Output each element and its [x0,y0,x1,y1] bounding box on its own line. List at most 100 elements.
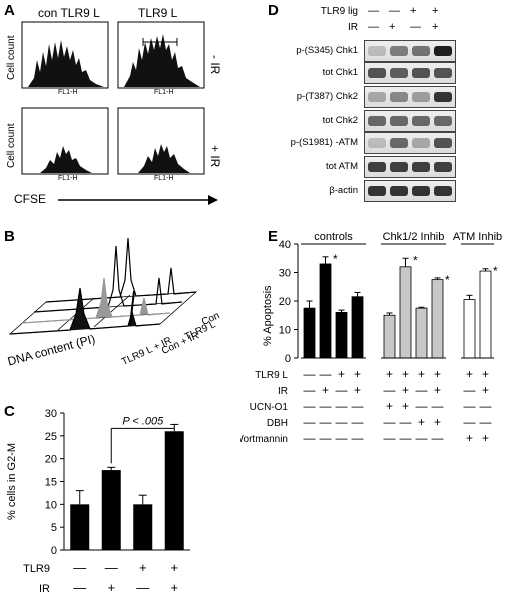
group-title: controls [314,231,353,243]
bar [431,279,444,359]
condition-mark: — [320,415,332,429]
blot-band [412,68,430,78]
blot-label: β-actin [329,185,358,196]
blot-band [368,92,386,102]
panel-a-col-title-2: TLR9 L [138,6,178,20]
y-tick-label: 25 [45,431,57,443]
condition-label: DBH [267,418,288,429]
panel-d-header-label-2: IR [348,22,358,33]
blot-band [390,162,408,172]
condition-mark: — [336,383,348,397]
chart-c-svg: 0 5 10 15 20 25 30 P < .005 TLR9 — — + + IR — + — + [23,408,190,595]
condition-label: Wortmannin [240,434,288,445]
panel-d-mark: — [410,21,421,33]
panel-b-cell-cycle-plot [8,237,198,335]
condition-mark: + [418,415,425,429]
blot-band [434,162,452,172]
peak-tlr9-ir [9,287,161,335]
condition-mark: — [384,383,396,397]
condition-mark: — [400,415,412,429]
condition-label: TLR9 L [255,370,288,381]
blot-band [368,162,386,172]
blot-band [390,92,408,102]
blot-strip [364,110,456,132]
bar [319,263,332,359]
cfse-arrowhead [208,195,218,205]
condition-mark: + [107,580,115,595]
blot-band [412,162,430,172]
condition-mark: + [434,415,441,429]
condition-mark: — [336,431,348,445]
significance-star: * [413,253,418,267]
y-tick-label: 20 [279,296,291,308]
bar [399,266,412,359]
condition-mark: — [384,415,396,429]
condition-mark: — [464,383,476,397]
condition-mark: — [416,399,428,413]
condition-mark: + [402,399,409,413]
y-tick-label: 30 [45,408,57,420]
condition-label: UCN-O1 [250,402,289,413]
condition-mark: — [304,415,316,429]
histogram-tlr9-no-ir [124,34,200,87]
blot-band [434,116,452,126]
y-tick-label: 0 [285,353,291,365]
condition-mark: + [386,367,393,381]
blot-band [434,92,452,102]
histogram-con-ir [40,146,92,173]
condition-mark: + [322,383,329,397]
panel-d-mark: — [389,5,400,17]
condition-mark: — [304,431,316,445]
condition-mark: + [170,580,178,595]
condition-mark: + [354,367,361,381]
significance-star: * [445,273,450,287]
blot-band [412,116,430,126]
blot-band [368,138,386,148]
condition-mark: + [402,383,409,397]
condition-mark: — [73,580,86,595]
panel-d-mark: + [432,21,439,33]
blot-band [434,68,452,78]
blot-strip [364,86,456,108]
blot-strip [364,40,456,62]
blot-band [368,68,386,78]
panel-a-col-title-1: con TLR9 L [38,6,100,20]
bar [133,504,153,550]
gate-bar [142,38,178,46]
condition-mark: — [73,560,86,575]
blot-band [390,68,408,78]
panel-a-xtick-1: FL1-H [58,89,78,96]
condition-mark: — [320,399,332,413]
condition-mark: + [466,431,473,445]
bar [101,470,121,550]
condition-mark: — [464,399,476,413]
bar [351,296,364,359]
condition-mark: — [432,399,444,413]
condition-mark: — [105,560,118,575]
blot-strip [364,62,456,84]
panel-a-histograms [21,21,218,205]
condition-mark: + [434,367,441,381]
condition-mark: + [402,367,409,381]
peak-con [45,237,197,303]
panel-d-mark: — [368,21,379,33]
blot-band [412,186,430,196]
condition-mark: — [320,431,332,445]
condition-mark: + [170,560,178,575]
blot-strip [364,132,456,154]
blot-strip [364,180,456,202]
condition-mark: — [480,399,492,413]
condition-mark: — [416,431,428,445]
condition-mark: + [482,383,489,397]
condition-mark: — [352,431,364,445]
condition-mark: + [466,367,473,381]
condition-label: IR [278,386,288,397]
condition-mark: — [464,415,476,429]
blot-label: p-(T387) Chk2 [296,91,358,102]
blot-band [390,46,408,56]
bar [463,299,476,359]
condition-mark: + [139,560,147,575]
condition-mark: + [434,383,441,397]
condition-mark: — [480,415,492,429]
blot-band [390,116,408,126]
